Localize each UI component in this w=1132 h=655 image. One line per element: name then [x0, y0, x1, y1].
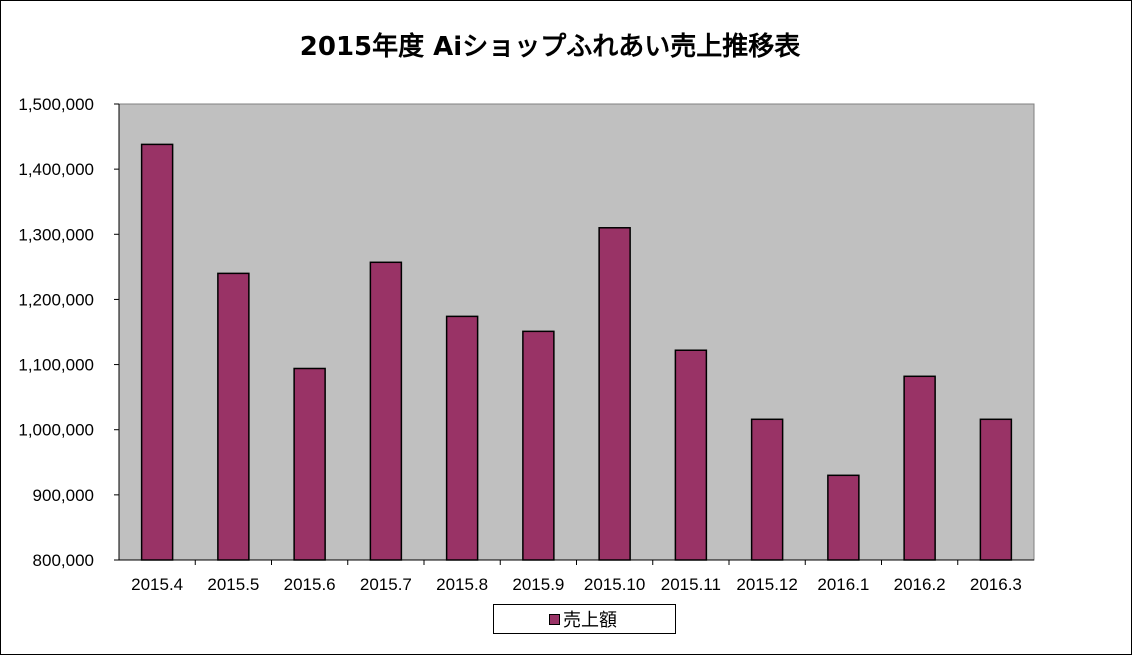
plot-area [118, 103, 1035, 561]
x-tick-label: 2015.4 [131, 575, 183, 594]
y-tick-label: 1,500,000 [18, 95, 94, 114]
y-tick-label: 1,100,000 [18, 356, 94, 375]
legend-swatch [549, 613, 560, 625]
x-tick-label: 2016.2 [894, 575, 946, 594]
bar [217, 272, 250, 561]
bar [293, 367, 326, 561]
x-tick-label: 2016.3 [970, 575, 1022, 594]
y-tick-label: 1,300,000 [18, 225, 94, 244]
legend: 売上額 [493, 604, 676, 634]
x-tick-label: 2015.12 [736, 575, 797, 594]
x-tick-label: 2015.11 [661, 575, 721, 594]
y-tick-label: 900,000 [33, 486, 94, 505]
x-tick-label: 2015.8 [436, 575, 488, 594]
x-tick-label: 2016.1 [817, 575, 869, 594]
bar [140, 143, 174, 561]
y-tick-label: 1,400,000 [18, 160, 94, 179]
x-tick-label: 2015.7 [360, 575, 412, 594]
bar [522, 330, 555, 561]
bar [979, 418, 1013, 561]
legend-label: 売上額 [563, 610, 617, 631]
y-tick-label: 1,000,000 [18, 421, 94, 440]
y-tick-label: 1,200,000 [18, 290, 94, 309]
x-tick-label: 2015.10 [584, 575, 645, 594]
bar [674, 349, 708, 561]
y-tick-label: 800,000 [33, 551, 94, 570]
bar [750, 418, 784, 561]
x-tick-label: 2015.5 [207, 575, 259, 594]
x-tick-label: 2015.6 [284, 575, 336, 594]
bar [827, 474, 860, 561]
chart-title: 2015年度 Aiショップふれあい売上推移表 [299, 32, 801, 62]
bar [903, 375, 936, 561]
bar [598, 227, 631, 561]
x-tick-label: 2015.9 [512, 575, 564, 594]
bar [445, 315, 479, 561]
bar [369, 261, 403, 561]
